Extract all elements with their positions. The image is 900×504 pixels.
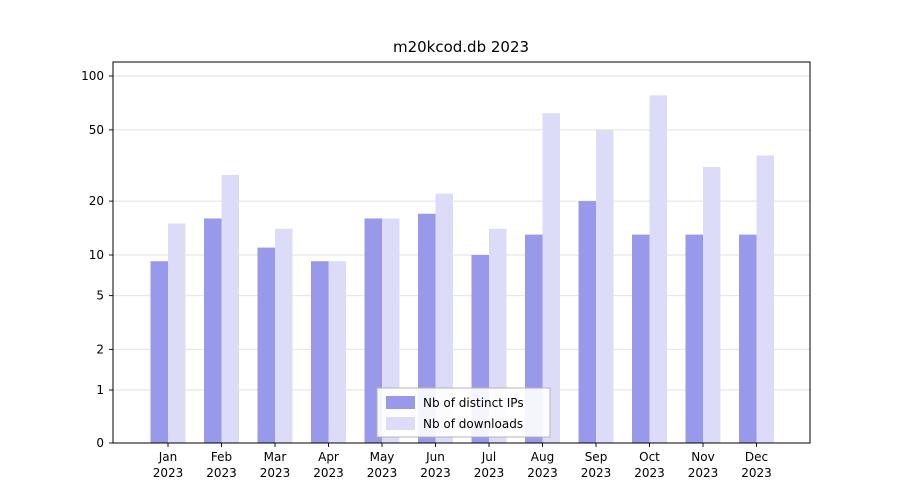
bar-distinct-ips-apr <box>311 261 329 443</box>
x-tick-label-year: 2023 <box>367 466 398 480</box>
x-tick-label-year: 2023 <box>260 466 291 480</box>
x-tick-label-year: 2023 <box>688 466 719 480</box>
y-tick-label: 100 <box>81 69 104 83</box>
x-tick-label-year: 2023 <box>153 466 184 480</box>
x-tick-label-month: Jun <box>425 450 445 464</box>
bar-downloads-feb <box>221 174 239 443</box>
legend: Nb of distinct IPs Nb of downloads <box>376 387 551 438</box>
y-tick-label: 2 <box>96 342 104 356</box>
x-tick-label-month: Feb <box>211 450 232 464</box>
bar-downloads-jan <box>168 223 186 443</box>
x-tick-label-month: Sep <box>585 450 608 464</box>
y-tick-label: 10 <box>89 248 104 262</box>
x-tick-label-month: Oct <box>639 450 660 464</box>
y-tick-label: 50 <box>89 123 104 137</box>
legend-label-downloads: Nb of downloads <box>423 417 523 431</box>
y-tick-label: 1 <box>96 383 104 397</box>
bar-distinct-ips-feb <box>204 218 222 443</box>
x-tick-label-year: 2023 <box>634 466 665 480</box>
x-tick-label-month: Jul <box>481 450 496 464</box>
x-tick-label-year: 2023 <box>581 466 612 480</box>
x-tick-label-month: Apr <box>318 450 339 464</box>
bar-downloads-oct <box>649 95 667 443</box>
bar-distinct-ips-may <box>364 218 382 443</box>
plot-border <box>112 61 811 444</box>
x-tick-label-year: 2023 <box>206 466 237 480</box>
bar-downloads-mar <box>275 228 293 443</box>
x-tick-label-year: 2023 <box>527 466 558 480</box>
bar-distinct-ips-jan <box>150 261 168 443</box>
bar-downloads-apr <box>328 261 346 443</box>
y-tick-label: 0 <box>96 436 104 450</box>
y-tick-label: 20 <box>89 194 104 208</box>
legend-label-distinct-ips: Nb of distinct IPs <box>423 396 524 410</box>
bar-downloads-sep <box>596 129 614 443</box>
bar-downloads-nov <box>703 167 721 443</box>
bar-downloads-aug <box>542 113 560 443</box>
bar-downloads-dec <box>756 155 774 443</box>
bars <box>150 95 774 443</box>
legend-swatch-distinct-ips <box>386 396 415 409</box>
x-tick-label-month: Mar <box>264 450 287 464</box>
x-tick-label-month: Jan <box>158 450 178 464</box>
y-tick-label: 5 <box>96 289 104 303</box>
bar-downloads-jun <box>435 193 453 443</box>
x-tick-label-year: 2023 <box>474 466 505 480</box>
bar-distinct-ips-dec <box>739 234 757 443</box>
x-tick-label-month: Aug <box>531 450 554 464</box>
x-tick-label-year: 2023 <box>420 466 451 480</box>
bar-distinct-ips-oct <box>632 234 650 443</box>
x-tick-label-year: 2023 <box>741 466 772 480</box>
bar-downloads-may <box>382 218 400 443</box>
chart-title: m20kcod.db 2023 <box>393 38 529 56</box>
x-tick-label-month: May <box>370 450 395 464</box>
x-tick-label-year: 2023 <box>313 466 344 480</box>
bar-distinct-ips-jun <box>418 213 436 443</box>
bar-distinct-ips-mar <box>257 247 275 443</box>
legend-swatch-downloads <box>386 417 415 430</box>
bar-distinct-ips-nov <box>685 234 703 443</box>
x-tick-label-month: Nov <box>691 450 714 464</box>
bar-distinct-ips-sep <box>578 201 596 443</box>
axis-ticks: 0 1 2 5 10 20 50 100 Jan 2023 Feb 2023 Mar 2023 Apr 202… <box>81 69 772 480</box>
x-tick-label-month: Dec <box>745 450 768 464</box>
